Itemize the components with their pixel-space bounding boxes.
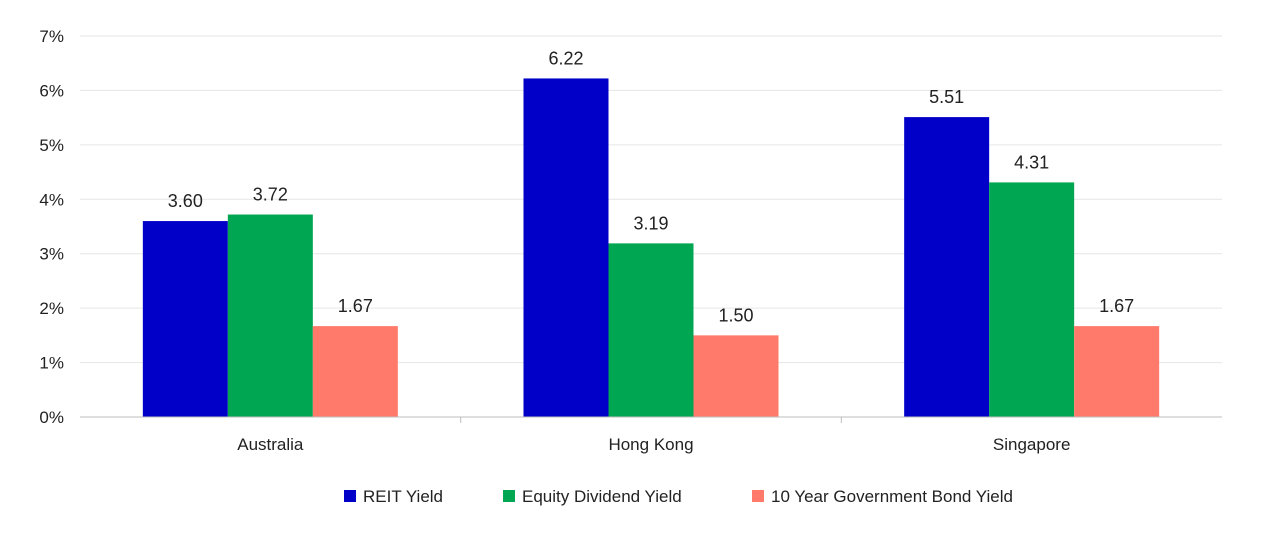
y-axis-ticks: 0% 1% 2% 3% 4% 5% 6% 7%	[39, 27, 64, 427]
bars	[142, 78, 1160, 417]
bar	[523, 78, 609, 417]
y-tick-label: 1%	[39, 354, 64, 373]
bar	[312, 326, 398, 417]
data-label: 3.72	[253, 185, 288, 205]
legend-swatch	[752, 490, 764, 502]
data-label: 1.67	[1099, 296, 1134, 316]
y-tick-label: 7%	[39, 27, 64, 46]
data-label: 4.31	[1014, 152, 1049, 172]
bar	[693, 335, 779, 417]
data-label: 1.67	[338, 296, 373, 316]
bar	[1074, 326, 1160, 417]
legend-label: Equity Dividend Yield	[522, 487, 682, 506]
x-tick-label: Australia	[237, 435, 304, 454]
x-tick-label: Singapore	[993, 435, 1071, 454]
y-tick-label: 0%	[39, 408, 64, 427]
y-tick-label: 6%	[39, 81, 64, 100]
data-label: 3.60	[168, 191, 203, 211]
y-tick-label: 3%	[39, 245, 64, 264]
legend: REIT Yield Equity Dividend Yield 10 Year G…	[344, 487, 1013, 506]
y-tick-label: 5%	[39, 136, 64, 155]
bar	[904, 117, 990, 417]
x-tick-label: Hong Kong	[608, 435, 693, 454]
legend-swatch	[503, 490, 515, 502]
data-label: 6.22	[548, 48, 583, 68]
bar	[989, 182, 1075, 417]
data-label: 5.51	[929, 87, 964, 107]
legend-swatch	[344, 490, 356, 502]
data-label: 1.50	[718, 305, 753, 325]
legend-label: 10 Year Government Bond Yield	[771, 487, 1013, 506]
x-axis	[80, 416, 1222, 423]
legend-label: REIT Yield	[363, 487, 443, 506]
y-tick-label: 4%	[39, 190, 64, 209]
x-axis-categories: Australia Hong Kong Singapore	[237, 435, 1070, 454]
bar	[608, 243, 694, 417]
value-labels: 3.60 3.72 1.67 6.22 3.19 1.50 5.51 4.31 1.67	[168, 48, 1134, 325]
data-label: 3.19	[633, 213, 668, 233]
bar	[142, 221, 228, 417]
y-tick-label: 2%	[39, 299, 64, 318]
bar	[227, 214, 313, 417]
